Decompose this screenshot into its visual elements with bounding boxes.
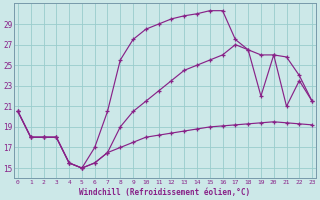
X-axis label: Windchill (Refroidissement éolien,°C): Windchill (Refroidissement éolien,°C) [79, 188, 251, 197]
